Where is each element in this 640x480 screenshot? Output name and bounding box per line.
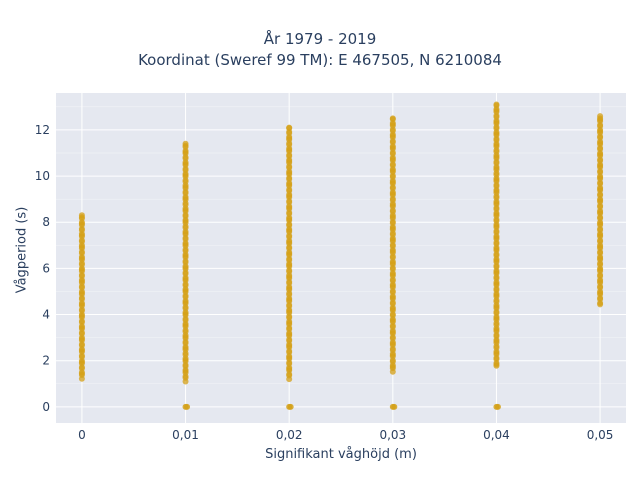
plot-area xyxy=(56,93,626,423)
y-tick-label: 0 xyxy=(42,400,50,414)
y-tick-label: 4 xyxy=(42,308,50,322)
x-axis-ticks: 0 0,01 0,02 0,03 0,04 0,05 xyxy=(78,428,613,442)
x-tick-label: 0,05 xyxy=(587,428,614,442)
data-points xyxy=(78,101,604,410)
y-tick-label: 6 xyxy=(42,261,50,275)
data-point xyxy=(286,124,293,131)
data-point-zero xyxy=(287,403,294,410)
chart-title-line-2: Koordinat (Sweref 99 TM): E 467505, N 62… xyxy=(138,51,502,69)
data-point-zero xyxy=(494,403,501,410)
x-tick-label: 0,02 xyxy=(276,428,303,442)
data-point xyxy=(182,140,189,147)
x-tick-label: 0,03 xyxy=(379,428,406,442)
y-tick-label: 10 xyxy=(35,169,50,183)
data-point-zero xyxy=(184,403,191,410)
y-axis-ticks: 0 2 4 6 8 10 12 xyxy=(35,123,50,414)
data-point xyxy=(597,113,604,120)
chart-title-line-1: År 1979 - 2019 xyxy=(263,30,377,48)
x-axis-label: Signifikant våghöjd (m) xyxy=(265,447,417,462)
y-tick-label: 2 xyxy=(42,354,50,368)
y-tick-label: 12 xyxy=(35,123,50,137)
y-axis-label: Vågperiod (s) xyxy=(14,206,30,294)
data-point-zero xyxy=(391,403,398,410)
x-tick-label: 0 xyxy=(78,428,86,442)
data-point xyxy=(493,101,500,108)
y-tick-label: 8 xyxy=(42,215,50,229)
data-point xyxy=(78,212,85,219)
x-tick-label: 0,04 xyxy=(483,428,510,442)
x-tick-label: 0,01 xyxy=(172,428,199,442)
data-point xyxy=(389,115,396,122)
